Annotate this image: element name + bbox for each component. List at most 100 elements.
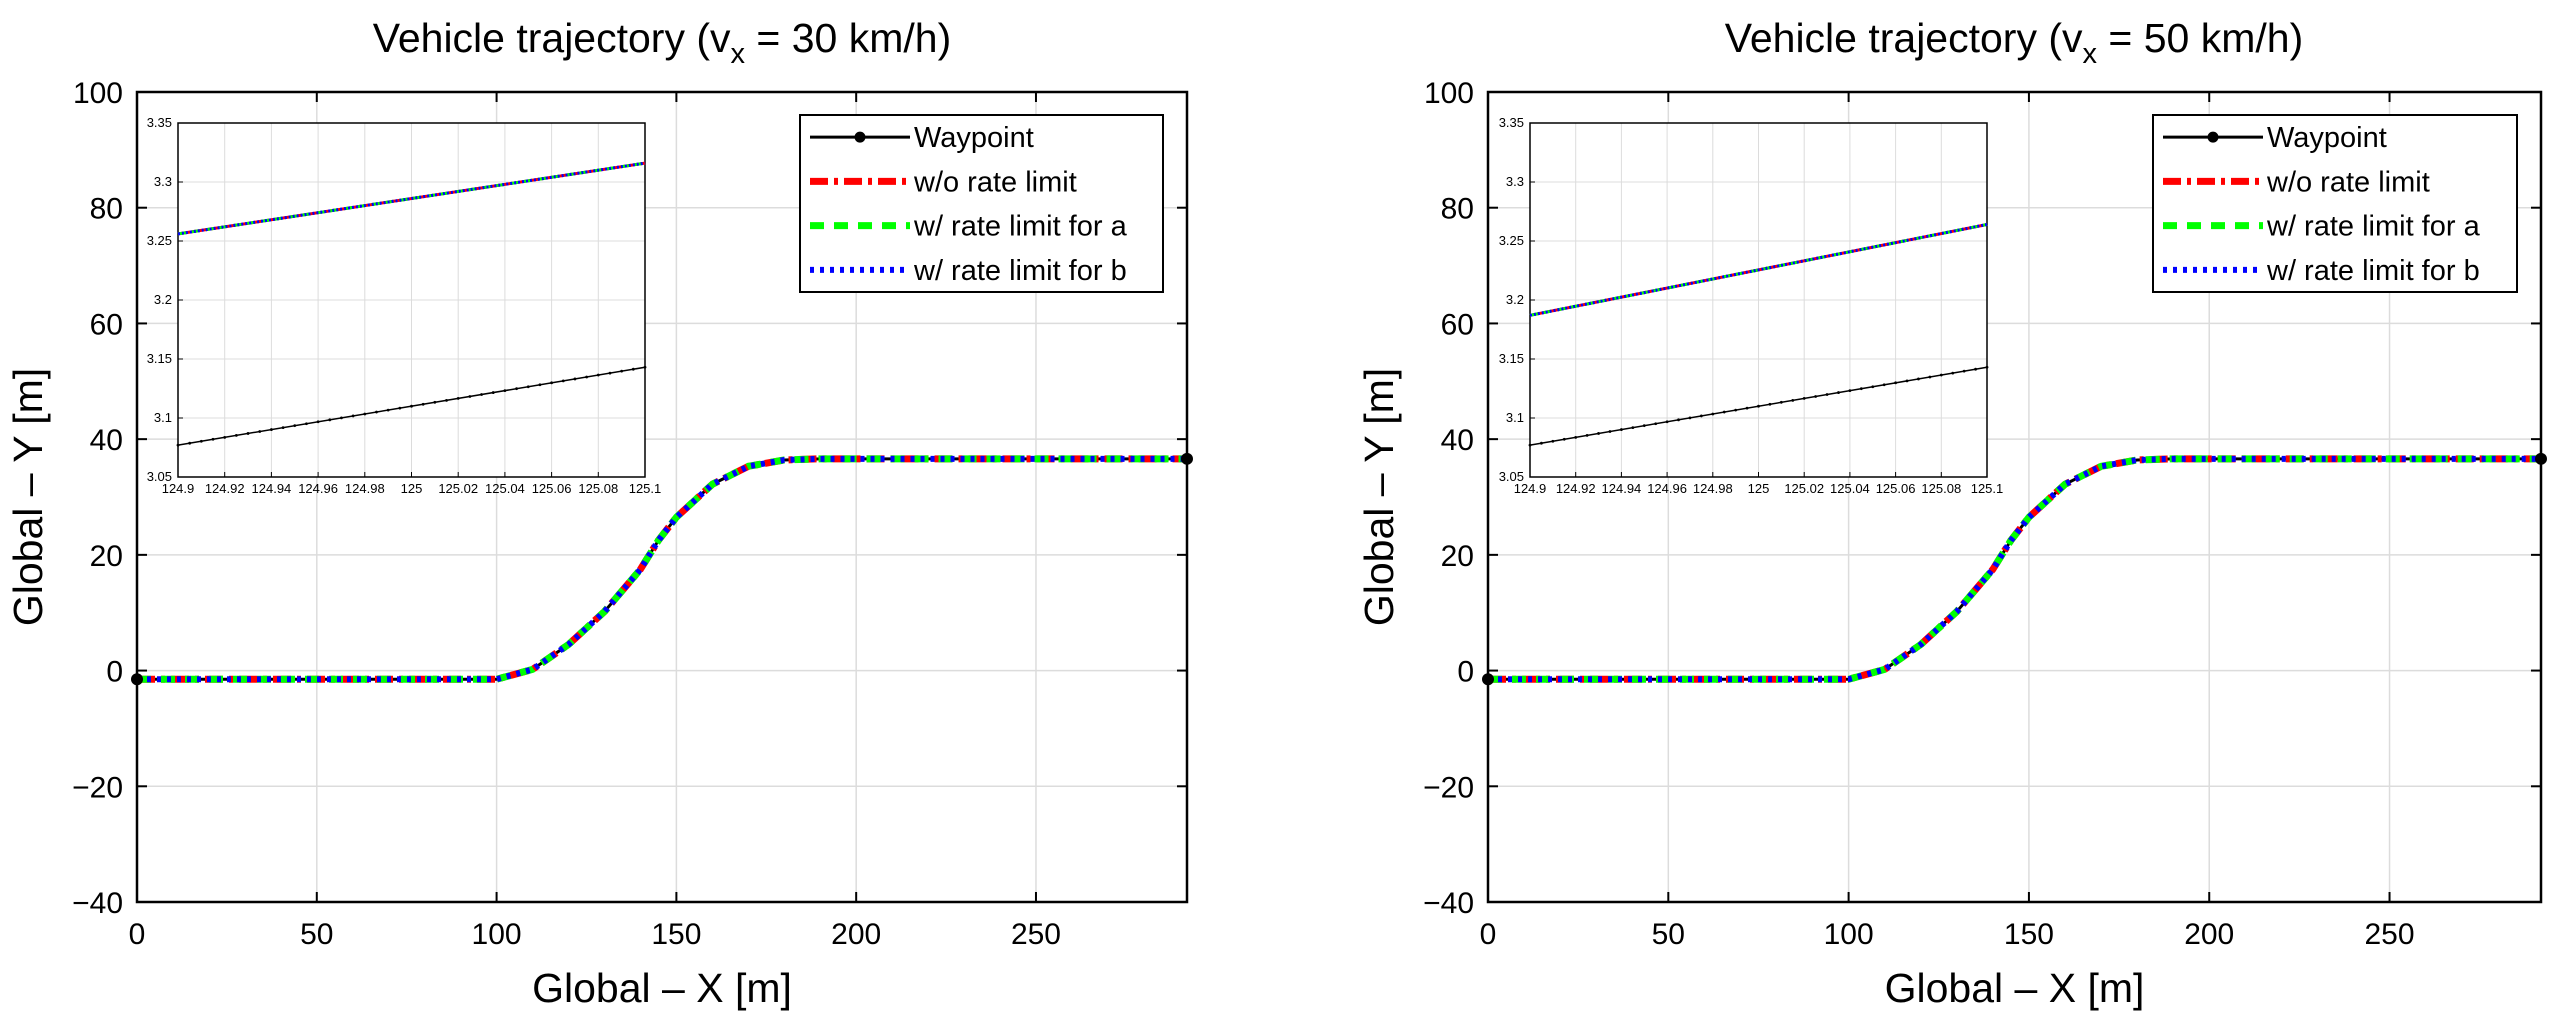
waypoint-marker: [1181, 452, 1193, 465]
y-tick-label: 0: [1457, 656, 1474, 689]
y-tick-label: 60: [90, 308, 123, 341]
inset-waypoint-marker: [398, 406, 402, 410]
inset-x-tick-label: 124.98: [345, 481, 385, 496]
series-line: [1488, 455, 2541, 683]
inset-x-tick-label: 125.08: [1921, 481, 1961, 496]
axes-frame: [135, 90, 1189, 904]
inset-waypoint-marker: [585, 375, 589, 379]
chart-title-subscript: x: [731, 38, 746, 70]
inset-waypoint-marker: [620, 369, 624, 373]
inset-waypoint-marker: [468, 395, 472, 398]
inset-waypoint-marker: [223, 435, 227, 439]
inset-waypoint-marker: [1608, 430, 1612, 433]
y-tick-label: −40: [1423, 887, 1474, 920]
chart-title-subscript: x: [2083, 38, 2098, 70]
inset-waypoint-marker: [1597, 432, 1600, 435]
inset-waypoint-marker: [270, 428, 273, 431]
axes-frame: [1486, 90, 2543, 904]
chart-title-prefix: Vehicle trajectory (v: [1725, 15, 2083, 61]
inset-waypoint-marker: [526, 385, 530, 389]
x-tick-label: 250: [1011, 918, 1061, 951]
legend-marker: [2207, 131, 2219, 143]
y-tick-label: 80: [1441, 193, 1474, 226]
inset-waypoint-marker: [375, 410, 378, 414]
inset-waypoint-marker: [515, 387, 518, 391]
inset-waypoint-marker: [1768, 402, 1772, 406]
y-tick-label: 100: [1424, 77, 1474, 110]
inset-y-tick-label: 3.25: [147, 233, 172, 248]
inset-waypoint-marker: [199, 439, 203, 443]
inset-series-blue: [177, 161, 646, 236]
inset-waypoint-marker: [1859, 387, 1863, 391]
series-line: [137, 457, 1187, 681]
inset-y-tick-label: 3.25: [1499, 233, 1524, 248]
inset-waypoint-marker: [246, 432, 250, 435]
inset-waypoint-marker: [316, 420, 320, 424]
y-tick-label: 20: [90, 540, 123, 573]
y-tick-label: −40: [72, 887, 123, 920]
inset-series-blue: [1529, 223, 1988, 317]
inset-waypoint-marker: [386, 408, 390, 412]
y-tick-label: 80: [90, 193, 123, 226]
inset-x-tick-label: 125.04: [485, 481, 525, 496]
x-tick-label: 50: [1652, 918, 1685, 951]
inset-plot: 124.9 124.92 124.94 124.96 124.98 125 125.02 12…: [147, 115, 662, 496]
series-line: [1488, 455, 2541, 683]
inset-waypoint-marker: [234, 434, 238, 437]
inset-waypoint-marker: [1574, 435, 1578, 439]
inset-waypoint-marker: [1620, 428, 1623, 431]
inset-waypoint-marker: [561, 379, 565, 383]
inset-waypoint-marker: [550, 381, 553, 385]
inset-waypoint-marker: [1814, 395, 1818, 398]
inset-y-tick-label: 3.35: [1499, 115, 1524, 130]
inset-x-tick-label: 124.9: [162, 481, 195, 496]
x-axis-label: Global – X [m]: [1885, 965, 2145, 1011]
inset-waypoint-marker: [1985, 365, 1989, 369]
inset-waypoint-marker: [1699, 414, 1703, 418]
inset-waypoint-marker: [1837, 391, 1840, 394]
inset-waypoint-marker: [433, 400, 437, 404]
inset-waypoint-marker: [503, 389, 507, 393]
inset-waypoint-marker: [608, 371, 612, 375]
inset-waypoint-marker: [1848, 389, 1852, 393]
inset-y-tick-label: 3.3: [154, 174, 172, 189]
inset-waypoint-marker: [445, 398, 448, 402]
legend-label: w/ rate limit for a: [913, 211, 1128, 243]
inset-x-tick-label: 124.9: [1514, 481, 1547, 496]
x-tick-label: 0: [1480, 918, 1497, 951]
inset-x-tick-label: 124.96: [298, 481, 338, 496]
x-tick-label: 200: [831, 918, 881, 951]
legend-box: [799, 114, 1164, 293]
x-tick-label: 50: [300, 918, 333, 951]
inset-x-tick-label: 125.06: [1876, 481, 1916, 496]
inset-waypoint-marker: [363, 412, 367, 416]
y-tick-label: 100: [73, 77, 123, 110]
inset-waypoint-marker: [1631, 426, 1635, 430]
y-tick-label: 40: [90, 424, 123, 457]
x-tick-label: 150: [651, 918, 701, 951]
inset-waypoint-marker: [1540, 441, 1543, 445]
y-tick-label: 20: [1441, 540, 1474, 573]
inset-waypoint-marker: [596, 373, 600, 377]
x-axis-label: Global – X [m]: [532, 965, 792, 1011]
y-axis-label: Global – Y [m]: [5, 368, 51, 626]
inset-y-tick-label: 3.1: [1506, 410, 1524, 425]
inset-waypoint-marker: [1745, 406, 1749, 410]
inset-waypoint-marker: [176, 443, 180, 447]
inset-waypoint-marker: [1871, 385, 1875, 389]
legend-label: w/ rate limit for a: [2266, 211, 2481, 243]
series-line: [1488, 457, 2541, 681]
inset-waypoint-marker: [328, 418, 332, 422]
inset-x-tick-label: 125: [401, 481, 423, 496]
inset-waypoint-marker: [1551, 439, 1555, 443]
legend-label: w/o rate limit: [2266, 166, 2430, 198]
inset-x-tick-label: 125.06: [532, 481, 572, 496]
inset-waypoint-marker: [1802, 397, 1806, 400]
legend-label: Waypoint: [2267, 122, 2387, 154]
inset-waypoint-marker: [1791, 398, 1795, 402]
inset-waypoint-marker: [1962, 369, 1966, 373]
chart-1: Vehicle trajectory (vx = 30 km/h) 0 50 100 1…: [5, 15, 1193, 1011]
inset-waypoint-marker: [1688, 416, 1692, 420]
inset-waypoint-marker: [1665, 420, 1669, 424]
inset-waypoint-marker: [1562, 437, 1566, 441]
